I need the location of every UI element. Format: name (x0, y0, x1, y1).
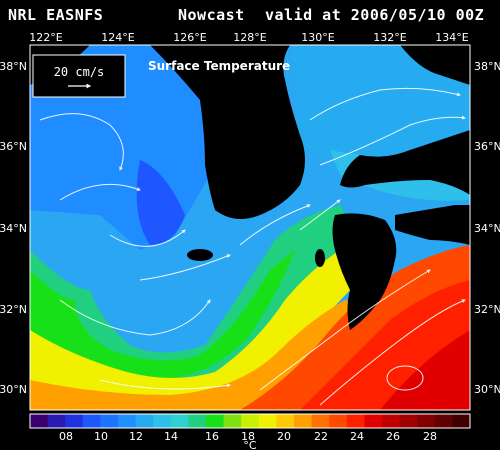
speed-legend-label: 20 cm/s (54, 65, 105, 79)
colorbar-cell (206, 414, 225, 428)
lon-label: 130°E (301, 31, 334, 44)
coldest-water-region (136, 160, 185, 245)
colorbar-tick: 22 (314, 430, 328, 443)
latitude-labels-right: 38°N 36°N 34°N 32°N 30°N (474, 60, 500, 396)
lon-label: 124°E (101, 31, 134, 44)
colorbar-cell (47, 414, 66, 428)
land-goto-islands (315, 249, 325, 267)
streamline (299, 199, 341, 231)
colorbar-tick: 10 (94, 430, 108, 443)
lon-label: 128°E (233, 31, 266, 44)
lat-label: 30°N (0, 383, 27, 396)
colorbar-cell (399, 414, 418, 428)
map-header: NRL EASNFS Nowcast valid at 2006/05/10 0… (0, 0, 500, 28)
lat-label: 36°N (474, 140, 500, 153)
colorbar-cell (65, 414, 84, 428)
speed-legend: 20 cm/s (32, 54, 126, 98)
colorbar-cell (276, 414, 295, 428)
lon-label: 126°E (173, 31, 206, 44)
land-honshu-west (340, 130, 470, 195)
streamline (139, 254, 231, 281)
streamline (99, 379, 231, 390)
colorbar-cell (294, 414, 313, 428)
colorbar-cell (30, 414, 49, 428)
streamline (319, 299, 466, 406)
colorbar-frame (29, 413, 471, 429)
temperature-colorbar (30, 414, 471, 428)
streamline (319, 115, 466, 166)
lon-label: 134°E (435, 31, 468, 44)
colorbar-cell (223, 414, 242, 428)
streamline (259, 269, 431, 391)
eddy-streamline (386, 365, 424, 391)
colorbar-ticks: 08 10 12 14 16 18 20 22 24 26 28 (59, 430, 437, 443)
colorbar-cell (118, 414, 137, 428)
colorbar-tick: 24 (350, 430, 364, 443)
lat-label: 38°N (0, 60, 27, 73)
colorbar-cell (100, 414, 119, 428)
colorbar-tick: 14 (164, 430, 178, 443)
latitude-labels-left: 38°N 36°N 34°N 32°N 30°N (0, 60, 27, 396)
land-korea (150, 45, 305, 219)
bright-green-band (30, 250, 295, 380)
colorbar-cell (311, 414, 330, 428)
colorbar-cell (258, 414, 277, 428)
colorbar-cell (153, 414, 172, 428)
streamline (59, 183, 141, 201)
lon-label: 122°E (29, 31, 62, 44)
field-label: Surface Temperature (148, 59, 290, 73)
colorbar-cell (364, 414, 383, 428)
colorbar-tick: 16 (205, 430, 219, 443)
valid-time: valid at 2006/05/10 00Z (265, 6, 485, 24)
land-kyushu (332, 213, 397, 330)
colorbar-cell (434, 414, 453, 428)
green-temperature-band (30, 205, 360, 387)
colorbar-tick: 08 (59, 430, 73, 443)
speed-legend-box (32, 54, 126, 98)
lat-label: 38°N (474, 60, 500, 73)
colorbar-cell (417, 414, 436, 428)
colorbar-cell (170, 414, 189, 428)
product-title: Nowcast (178, 6, 245, 24)
streamline (59, 299, 211, 336)
colorbar-cell (188, 414, 207, 428)
streamline (239, 204, 311, 246)
lat-label: 32°N (0, 303, 27, 316)
land-honshu-north (400, 45, 470, 85)
lat-label: 30°N (474, 383, 500, 396)
colorbar-cell (82, 414, 101, 428)
lat-label: 34°N (0, 222, 27, 235)
colorbar-tick: 20 (277, 430, 291, 443)
current-streamlines (39, 87, 466, 406)
colorbar-unit: °C (243, 439, 257, 450)
streamline (39, 113, 124, 171)
colorbar-tick: 18 (241, 430, 255, 443)
colorbar-tick: 28 (423, 430, 437, 443)
longitude-labels: 122°E 124°E 126°E 128°E 130°E 132°E 134°… (29, 31, 468, 44)
source-title: NRL EASNFS (8, 6, 104, 24)
colorbar-cell (382, 414, 401, 428)
map-frame (29, 44, 471, 411)
colorbar-cell (346, 414, 365, 428)
colorbar-cell (241, 414, 260, 428)
land-jeju (187, 249, 213, 261)
colorbar-tick: 26 (386, 430, 400, 443)
streamline (109, 229, 186, 247)
land-shikoku (395, 205, 470, 245)
streamline (309, 87, 461, 121)
colorbar-tick: 12 (129, 430, 143, 443)
lat-label: 34°N (474, 222, 500, 235)
lat-label: 32°N (474, 303, 500, 316)
lon-label: 132°E (373, 31, 406, 44)
colorbar-cell (135, 414, 154, 428)
colorbar-cell (329, 414, 348, 428)
colorbar-cell (452, 414, 471, 428)
lat-label: 36°N (0, 140, 27, 153)
